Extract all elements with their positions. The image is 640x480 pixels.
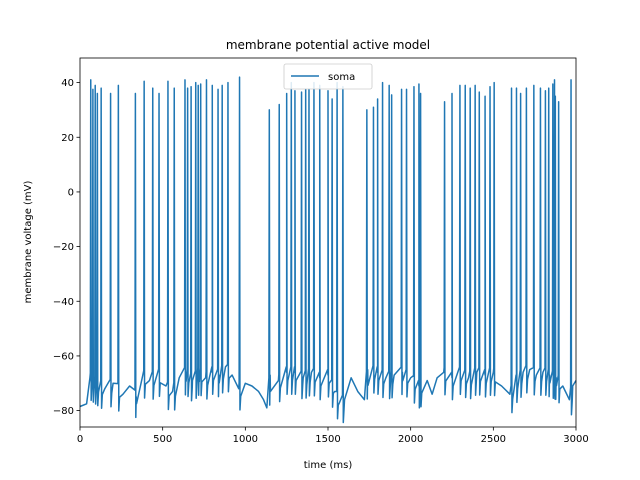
y-tick-label: −80 xyxy=(53,406,74,417)
x-tick-label: 1000 xyxy=(233,434,258,445)
y-tick-label: −60 xyxy=(53,351,74,362)
legend-label-soma: soma xyxy=(328,72,355,83)
x-tick-label: 500 xyxy=(153,434,172,445)
y-tick-label: 0 xyxy=(68,187,74,198)
series-layer xyxy=(79,76,577,424)
y-tick-label: −20 xyxy=(53,242,74,253)
y-tick-label: −40 xyxy=(53,297,74,308)
chart-title: membrane potential active model xyxy=(226,38,430,52)
legend: soma xyxy=(283,63,373,90)
y-ticks: −80 −60 −40 −20 0 20 40 xyxy=(53,78,80,417)
y-tick-label: 40 xyxy=(61,78,74,89)
x-tick-label: 0 xyxy=(77,434,83,445)
y-tick-label: 20 xyxy=(61,133,74,144)
legend-box xyxy=(283,63,373,90)
x-ticks: 0 500 1000 1500 2000 2500 3000 xyxy=(77,427,589,445)
y-axis-label: membrane voltage (mV) xyxy=(23,180,34,303)
x-tick-label: 1500 xyxy=(315,434,340,445)
x-tick-label: 3000 xyxy=(563,434,588,445)
x-tick-label: 2000 xyxy=(398,434,423,445)
series-line-soma xyxy=(79,76,577,424)
x-axis-label: time (ms) xyxy=(304,460,353,471)
x-tick-label: 2500 xyxy=(481,434,506,445)
